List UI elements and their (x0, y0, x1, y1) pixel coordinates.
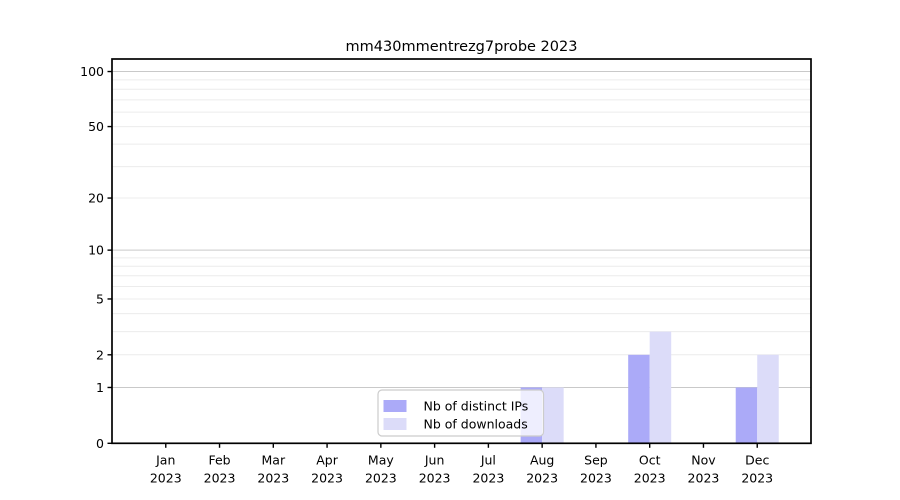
y-tick-label: 0 (96, 436, 104, 451)
y-tick-label: 2 (96, 347, 104, 362)
y-tick-label: 100 (80, 64, 104, 79)
y-tick-label: 5 (96, 291, 104, 306)
x-tick-label-month: Dec (745, 453, 769, 468)
x-tick-label-month: Jun (424, 453, 445, 468)
x-tick-label-year: 2023 (204, 471, 236, 486)
y-tick-label: 50 (88, 119, 104, 134)
x-tick-label-month: Aug (530, 453, 554, 468)
x-tick-label-year: 2023 (257, 471, 289, 486)
x-tick-label-year: 2023 (634, 471, 666, 486)
bar-series0-dec (735, 387, 758, 444)
x-tick-label-month: Oct (639, 453, 661, 468)
legend-box (377, 389, 545, 437)
bar-series0-oct (628, 354, 650, 444)
y-tick-label: 20 (88, 191, 104, 206)
y-tick-label: 10 (88, 243, 104, 258)
y-tick-label: 1 (96, 380, 104, 395)
x-tick-label-year: 2023 (580, 471, 612, 486)
x-tick-label-year: 2023 (472, 471, 504, 486)
x-tick-label-month: Mar (262, 453, 286, 468)
bar-series1-aug (542, 387, 564, 444)
x-tick-label-year: 2023 (526, 471, 558, 486)
plot-frame (111, 58, 812, 445)
legend-label-series0: Nb of distinct IPs (424, 399, 529, 414)
x-tick-label-month: Jul (480, 453, 496, 468)
x-tick-label-year: 2023 (365, 471, 397, 486)
x-tick-label-year: 2023 (150, 471, 182, 486)
x-tick-label-year: 2023 (311, 471, 343, 486)
x-tick-label-year: 2023 (688, 471, 720, 486)
legend-swatch-series1 (383, 418, 407, 430)
chart-title: mm430mmentrezg7probe 2023 (346, 39, 578, 55)
bar-series1-dec (757, 354, 779, 444)
legend-swatch-series0 (383, 400, 407, 412)
x-tick-label-month: Apr (316, 453, 338, 468)
x-tick-label-year: 2023 (741, 471, 773, 486)
x-tick-label-year: 2023 (419, 471, 451, 486)
bar-series1-oct (649, 331, 672, 444)
x-tick-label-month: Jan (155, 453, 175, 468)
x-tick-label-month: Feb (208, 453, 230, 468)
x-tick-label-month: Sep (584, 453, 608, 468)
x-tick-label-month: May (368, 453, 394, 468)
legend-label-series1: Nb of downloads (424, 417, 528, 432)
x-tick-label-month: Nov (691, 453, 716, 468)
